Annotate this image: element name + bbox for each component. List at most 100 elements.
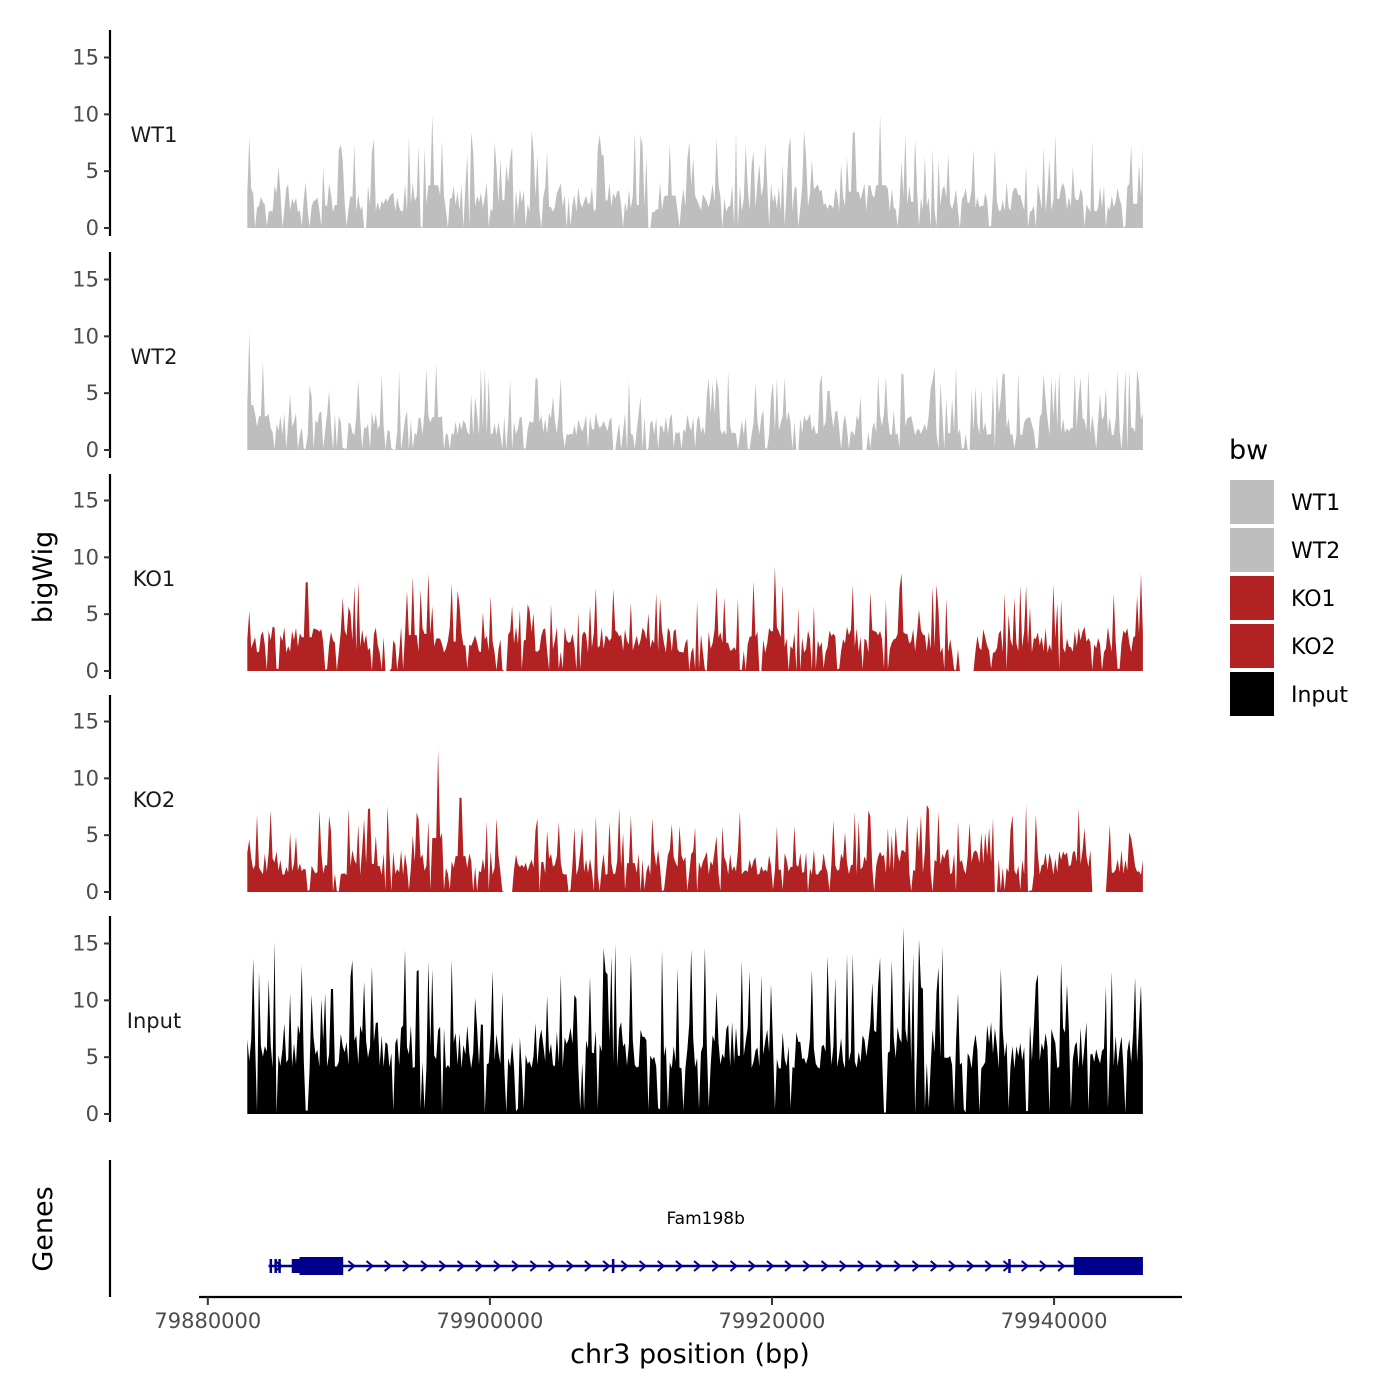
strand-arrow xyxy=(675,1260,684,1272)
track-label-input: Input xyxy=(127,1009,181,1033)
legend-item-input: Input xyxy=(1230,672,1348,716)
strand-arrow xyxy=(1057,1260,1066,1272)
y-tick-label: 5 xyxy=(86,381,99,405)
gene-exon xyxy=(278,1259,281,1273)
strand-arrow xyxy=(930,1260,939,1272)
y-tick-label: 5 xyxy=(86,1045,99,1069)
legend-swatch xyxy=(1230,480,1274,524)
y-tick-label: 0 xyxy=(86,438,99,462)
legend-swatch xyxy=(1230,576,1274,620)
track-label-wt1: WT1 xyxy=(131,123,178,147)
strand-arrow xyxy=(820,1260,830,1272)
strand-arrow xyxy=(365,1260,375,1272)
strand-arrow xyxy=(893,1260,902,1272)
legend-label: WT2 xyxy=(1291,539,1340,564)
legend-label: WT1 xyxy=(1291,491,1340,516)
x-tick-label: 79880000 xyxy=(154,1309,261,1333)
signal-area-wt2 xyxy=(247,331,1143,450)
legend-swatch xyxy=(1230,672,1274,716)
strand-arrow xyxy=(638,1260,648,1272)
x-axis: 79880000 79900000 79920000 79940000 xyxy=(154,1295,1182,1333)
gene-exon xyxy=(1008,1259,1011,1273)
track-wt2: 0 5 10 15 WT2 xyxy=(72,252,1143,462)
legend-item-ko1: KO1 xyxy=(1230,576,1336,620)
y-tick-label: 0 xyxy=(86,1102,99,1126)
strand-arrow xyxy=(529,1260,538,1272)
strand-arrow xyxy=(984,1260,993,1272)
legend-label: KO1 xyxy=(1291,587,1336,612)
track-label-ko1: KO1 xyxy=(133,567,176,591)
y-tick-label: 10 xyxy=(72,324,99,348)
legend-item-ko2: KO2 xyxy=(1230,624,1336,668)
strand-arrow xyxy=(347,1260,356,1272)
signal-area-input xyxy=(247,926,1143,1114)
y-tick-label: 15 xyxy=(72,932,99,956)
gene-exon xyxy=(1073,1257,1143,1275)
x-tick-label: 79940000 xyxy=(1001,1309,1108,1333)
signal-area-wt1 xyxy=(247,115,1143,228)
strand-arrow xyxy=(711,1260,720,1272)
legend-title: bw xyxy=(1229,435,1268,466)
strand-arrow xyxy=(857,1260,866,1272)
legend-item-wt1: WT1 xyxy=(1230,480,1340,524)
track-wt1: 0 5 10 15 WT1 xyxy=(72,30,1143,240)
gene-exon xyxy=(274,1259,277,1273)
strand-arrow xyxy=(566,1260,575,1272)
y-tick-label: 10 xyxy=(72,102,99,126)
signal-tracks: 0 5 10 15 WT1 0 5 10 15 WT2 0 5 10 15 KO1 0 5 10 15 KO2 0 5 10… xyxy=(72,30,1143,1126)
genes-axis-title: Genes xyxy=(28,1186,59,1271)
x-tick-label: 79920000 xyxy=(719,1309,826,1333)
y-axis-title: bigWig xyxy=(28,531,59,624)
x-axis-title: chr3 position (bp) xyxy=(570,1339,810,1370)
y-tick-label: 10 xyxy=(72,766,99,790)
strand-arrow xyxy=(475,1260,484,1272)
strand-arrow xyxy=(384,1260,393,1272)
track-input: 0 5 10 15 Input xyxy=(72,916,1143,1126)
x-tick-label: 79900000 xyxy=(436,1309,543,1333)
strand-arrow xyxy=(456,1260,466,1272)
y-tick-label: 5 xyxy=(86,159,99,183)
strand-arrow xyxy=(1039,1260,1048,1272)
y-tick-label: 5 xyxy=(86,823,99,847)
gene-fam198b: Fam198b xyxy=(268,1209,1143,1275)
strand-arrow xyxy=(420,1260,429,1272)
y-tick-label: 0 xyxy=(86,659,99,683)
strand-arrow xyxy=(584,1260,593,1272)
legend-label: Input xyxy=(1291,683,1348,708)
strand-arrow xyxy=(875,1260,884,1272)
strand-arrow xyxy=(729,1260,739,1272)
strand-arrow xyxy=(802,1260,811,1272)
y-tick-label: 15 xyxy=(72,489,99,513)
strand-arrow xyxy=(620,1260,629,1272)
strand-arrow xyxy=(274,1260,284,1272)
strand-arrow xyxy=(966,1260,975,1272)
gene-exon xyxy=(611,1259,615,1273)
y-tick-label: 15 xyxy=(72,268,99,292)
strand-arrow xyxy=(784,1260,793,1272)
strand-arrow xyxy=(748,1260,757,1272)
strand-arrow xyxy=(1021,1260,1030,1272)
track-ko1: 0 5 10 15 KO1 xyxy=(72,474,1143,683)
strand-arrow xyxy=(402,1260,411,1272)
strand-arrow xyxy=(693,1260,702,1272)
legend-items: WT1 WT2 KO1 KO2 Input xyxy=(1230,480,1348,716)
strand-arrow xyxy=(766,1260,775,1272)
signal-area-ko2 xyxy=(247,749,1143,892)
track-label-wt2: WT2 xyxy=(131,345,178,369)
legend: bw WT1 WT2 KO1 KO2 Input xyxy=(1229,435,1348,716)
y-tick-label: 10 xyxy=(72,988,99,1012)
y-tick-label: 0 xyxy=(86,880,99,904)
legend-item-wt2: WT2 xyxy=(1230,528,1340,572)
strand-arrow xyxy=(547,1260,557,1272)
legend-swatch xyxy=(1230,528,1274,572)
strand-arrow xyxy=(948,1260,957,1272)
legend-label: KO2 xyxy=(1291,635,1336,660)
track-ko2: 0 5 10 15 KO2 xyxy=(72,695,1143,904)
gene-exon xyxy=(291,1259,300,1273)
y-tick-label: 10 xyxy=(72,545,99,569)
gene-exon xyxy=(269,1259,273,1273)
signal-area-ko1 xyxy=(247,566,1143,671)
y-tick-label: 15 xyxy=(72,710,99,734)
strand-arrow xyxy=(602,1260,611,1272)
strand-arrow xyxy=(657,1260,666,1272)
